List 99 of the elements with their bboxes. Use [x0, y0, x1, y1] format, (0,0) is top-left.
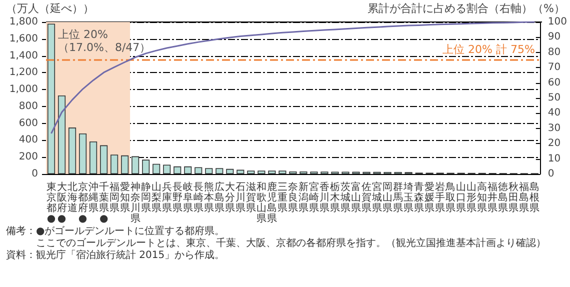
x-tick-label: 奈良県 [288, 182, 298, 214]
x-tick-label: 愛知県 [120, 180, 130, 214]
bar [268, 170, 276, 174]
y2-tick-label: 0 [548, 168, 554, 180]
x-tick-label: 三重県 [277, 182, 288, 214]
y-tick-label: 200 [18, 152, 38, 163]
x-tick-label: 京都府● [78, 180, 88, 224]
bar [216, 168, 224, 174]
text: 資料：観光庁「宿泊旅行統計 2015」から作成。 [6, 250, 226, 262]
bar [58, 95, 66, 174]
x-tick-label: 茨城県 [340, 180, 350, 214]
x-tick-label: 大阪府● [56, 180, 67, 224]
bar [121, 155, 129, 174]
x-tick-label: 沖縄県 [87, 180, 98, 214]
x-tick-label: 静岡県 [140, 180, 151, 214]
bar [194, 167, 202, 174]
y2-axis-title: 累計が合計に占める割合（右軸）（%） [367, 2, 565, 15]
y-tick-label: 1,800 [9, 16, 38, 28]
x-tick-label: 鳥取県 [444, 180, 456, 214]
y2-tick-label: 90 [548, 32, 561, 43]
bar [79, 133, 87, 174]
x-tick-label: 滋賀県 [246, 180, 256, 214]
bar [226, 168, 234, 174]
x-tick-label: 高知県 [477, 180, 488, 214]
y-tick-label: 1,600 [9, 33, 38, 44]
text: 備考：●がゴールデンルートに位置する都府県。 [6, 226, 226, 238]
bar [247, 170, 255, 174]
x-tick-label: 神奈川県 [130, 180, 140, 224]
bar [47, 24, 56, 174]
x-tick-label: 長野県 [172, 182, 182, 214]
y2-tick-label: 30 [548, 122, 561, 134]
bar [236, 170, 244, 174]
bar [100, 145, 108, 174]
x-tick-label: 徳島県 [498, 182, 508, 214]
bar [132, 156, 140, 174]
x-tick-label: 北海道 [67, 180, 78, 214]
x-tick-label: 岩手県 [435, 180, 446, 214]
y-tick-label: 400 [18, 134, 38, 146]
y-tick-label: 800 [18, 100, 38, 112]
ref-line-label: 上位 20% 計 75% [442, 43, 535, 56]
x-tick-label: 群馬県 [392, 180, 404, 214]
y-tick-label: 1,000 [9, 84, 38, 96]
bar [142, 160, 150, 174]
x-tick-label: 千葉県● [98, 180, 109, 224]
band-label: 上位 20% （17.0%、8/47） [58, 28, 151, 54]
bar [205, 168, 213, 174]
line-series [50, 21, 536, 134]
x-tick-label: 富山県 [351, 180, 362, 214]
x-tick-label: 和歌山県 [256, 180, 266, 224]
x-tick-label: 岐阜県 [182, 180, 193, 214]
y-tick-label: 600 [18, 118, 38, 129]
x-tick-label: 新潟県 [298, 180, 308, 214]
x-tick-label: 東京都● [46, 180, 56, 224]
x-tick-label: 山梨県 [151, 180, 162, 214]
x-tick-label: 宮崎県 [308, 180, 319, 214]
y-tick-label: 1,200 [9, 67, 38, 78]
x-tick-label: 愛媛県 [424, 180, 435, 214]
bar [174, 166, 182, 174]
x-tick-label: 青森県 [414, 180, 424, 214]
y2-tick-label: 60 [548, 77, 561, 88]
x-tick-label: 広島県 [214, 180, 224, 214]
y2-tick-label: 50 [548, 92, 561, 104]
bar [110, 154, 118, 174]
y2-tick-label: 70 [548, 62, 561, 74]
y-tick-label: 1,400 [9, 50, 38, 62]
bar [90, 141, 98, 174]
bar [152, 164, 160, 174]
x-tick-label: 岡山県 [382, 182, 393, 214]
x-tick-label: 長崎県 [193, 182, 204, 214]
y-axis-title: （万人（延べ）） [6, 2, 94, 15]
x-tick-label: 埼玉県 [402, 180, 414, 214]
x-tick-label: 福島県 [519, 180, 530, 214]
x-tick-label: 鹿児島県 [266, 180, 277, 224]
bar [163, 164, 171, 174]
x-tick-label: 島根県 [530, 180, 540, 214]
x-tick-label: 山形県 [466, 180, 477, 214]
x-tick-label: 佐賀県 [362, 182, 372, 214]
y2-tick-label: 40 [548, 108, 561, 119]
x-tick-label: 福岡県 [109, 180, 120, 214]
y-tick-label: 0 [32, 168, 38, 180]
text: ここでのゴールデンルートとは、東京、千葉、大阪、京都の各都府県を指す。（観光立国推進基本計画より確認） [35, 238, 547, 250]
x-tick-label: 宮城県 [371, 180, 382, 214]
y2-tick-label: 80 [548, 46, 561, 58]
x-tick-label: 福井県 [488, 180, 498, 214]
x-tick-label: 山口県 [456, 180, 466, 214]
y2-tick-label: 20 [548, 138, 561, 150]
bar [278, 170, 286, 174]
bar [184, 166, 192, 174]
x-tick-label: 大分県 [224, 180, 235, 214]
bar [68, 128, 76, 174]
bar [258, 170, 266, 174]
x-tick-label: 栃木県 [330, 180, 340, 214]
x-tick-label: 香川県 [319, 180, 330, 214]
x-tick-label: 熊本県 [204, 180, 214, 214]
x-tick-label: 兵庫県 [162, 180, 172, 214]
x-tick-label: 秋田県 [508, 180, 519, 214]
x-tick-label: 石川県 [235, 182, 246, 214]
y2-tick-label: 10 [548, 153, 561, 164]
y2-tick-label: 100 [548, 16, 568, 28]
